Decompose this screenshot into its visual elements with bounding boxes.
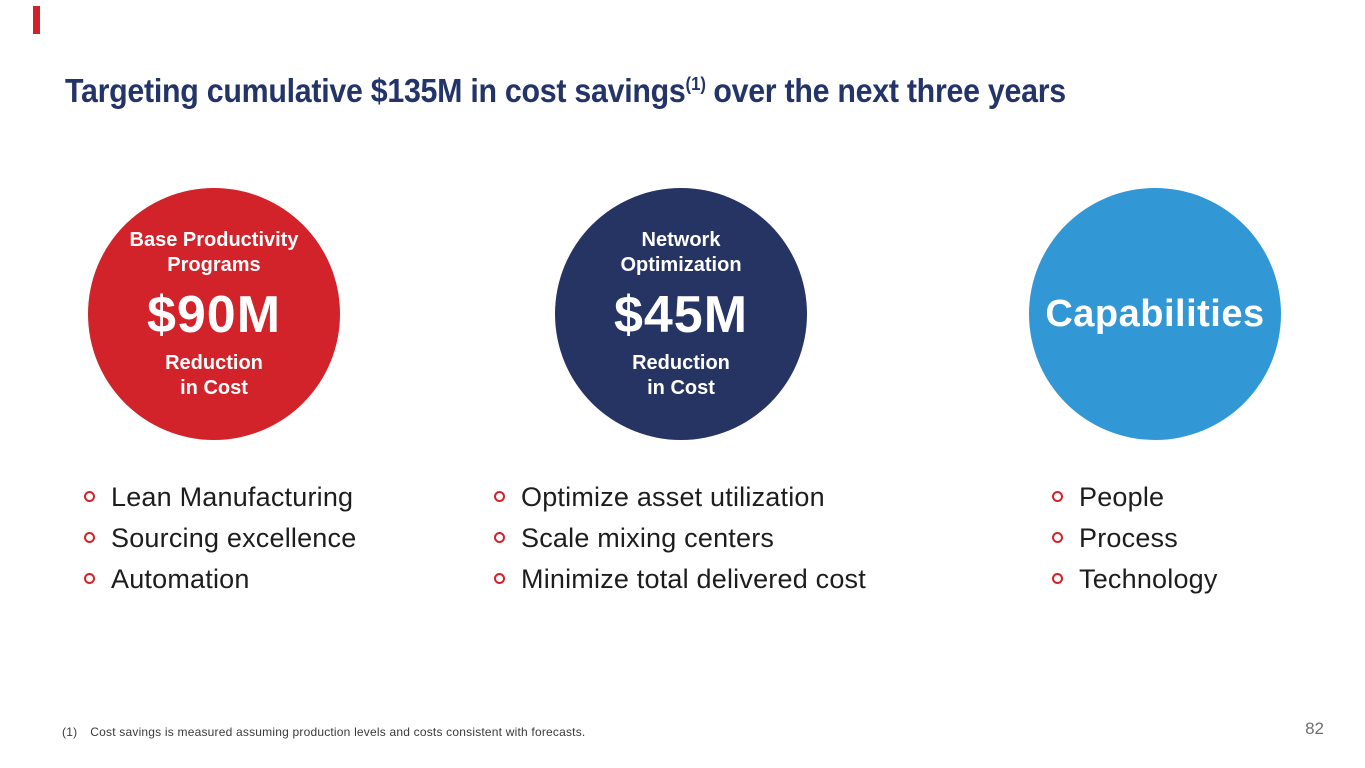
- circle-heading: Network Optimization: [620, 228, 741, 278]
- list-item-label: Sourcing excellence: [111, 523, 357, 553]
- circle-caption-line: Reduction: [632, 351, 730, 374]
- circle-heading-line: Network: [641, 228, 721, 251]
- bullet-circle-icon: [1052, 491, 1063, 502]
- bullet-circle-icon: [494, 573, 505, 584]
- list-item: Minimize total delivered cost: [494, 566, 866, 593]
- title-superscript: (1): [685, 74, 706, 94]
- title-text: Targeting cumulative $135M in cost savin…: [65, 72, 686, 109]
- circle-network-optimization: Network Optimization $45M Reduction in C…: [555, 188, 807, 440]
- circle-heading-line: Optimization: [620, 253, 742, 276]
- list-item: Automation: [84, 566, 356, 593]
- footnote-marker: (1): [62, 725, 78, 739]
- circle-heading-line: Programs: [167, 253, 261, 276]
- circle-caption-line: in Cost: [647, 376, 715, 399]
- list-item-label: Lean Manufacturing: [111, 482, 354, 512]
- top-left-accent-mark: [33, 6, 40, 34]
- list-item-label: People: [1079, 482, 1165, 512]
- circle-heading: Base Productivity Programs: [130, 228, 299, 278]
- list-item-label: Scale mixing centers: [521, 523, 775, 553]
- footnote-text: Cost savings is measured assuming produc…: [90, 725, 586, 739]
- list-item: Technology: [1052, 566, 1218, 593]
- list-item-label: Automation: [111, 564, 250, 594]
- list-item: Optimize asset utilization: [494, 484, 866, 511]
- slide-title: Targeting cumulative $135M in cost savin…: [65, 62, 1066, 113]
- list-item: People: [1052, 484, 1218, 511]
- bullet-list-base-productivity: Lean Manufacturing Sourcing excellence A…: [84, 484, 356, 607]
- circle-base-productivity: Base Productivity Programs $90M Reductio…: [88, 188, 340, 440]
- circle-value: Capabilities: [1045, 292, 1265, 335]
- list-item-label: Optimize asset utilization: [521, 482, 825, 512]
- list-item-label: Minimize total delivered cost: [521, 564, 866, 594]
- list-item: Process: [1052, 525, 1218, 552]
- circle-caption-line: in Cost: [180, 376, 248, 399]
- circle-value: $45M: [613, 285, 749, 344]
- list-item: Scale mixing centers: [494, 525, 866, 552]
- circle-caption: Reduction in Cost: [165, 351, 263, 401]
- circle-capabilities: Capabilities: [1029, 188, 1281, 440]
- bullet-circle-icon: [84, 491, 95, 502]
- circle-caption-line: Reduction: [165, 351, 263, 374]
- bullet-circle-icon: [494, 532, 505, 543]
- bullet-circle-icon: [494, 491, 505, 502]
- circle-heading-line: Base Productivity: [129, 228, 299, 251]
- bullet-circle-icon: [84, 573, 95, 584]
- bullet-list-network-optimization: Optimize asset utilization Scale mixing …: [494, 484, 866, 607]
- list-item: Sourcing excellence: [84, 525, 356, 552]
- circle-caption: Reduction in Cost: [632, 351, 730, 401]
- list-item-label: Process: [1079, 523, 1178, 553]
- list-item: Lean Manufacturing: [84, 484, 356, 511]
- bullet-list-capabilities: People Process Technology: [1052, 484, 1218, 607]
- bullet-circle-icon: [84, 532, 95, 543]
- title-suffix: over the next three years: [713, 72, 1066, 109]
- list-item-label: Technology: [1079, 564, 1218, 594]
- circle-value: $90M: [146, 285, 282, 344]
- bullet-circle-icon: [1052, 532, 1063, 543]
- bullet-circle-icon: [1052, 573, 1063, 584]
- page-number: 82: [1305, 719, 1324, 738]
- footnote: (1) Cost savings is measured assuming pr…: [62, 725, 585, 739]
